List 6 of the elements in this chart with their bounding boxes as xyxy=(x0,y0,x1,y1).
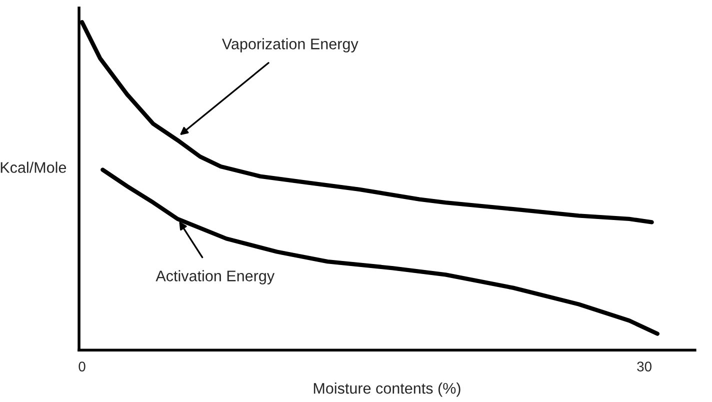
annotation: Activation Energy xyxy=(156,270,275,284)
y-axis-title: Kcal/Mole xyxy=(0,162,66,173)
x-tick-label: 0 xyxy=(78,362,86,372)
x-axis-title: Moisture contents (%) xyxy=(314,382,460,397)
x-tick-label: 30 xyxy=(637,362,652,372)
annotation: Vaporization Energy xyxy=(222,38,358,52)
